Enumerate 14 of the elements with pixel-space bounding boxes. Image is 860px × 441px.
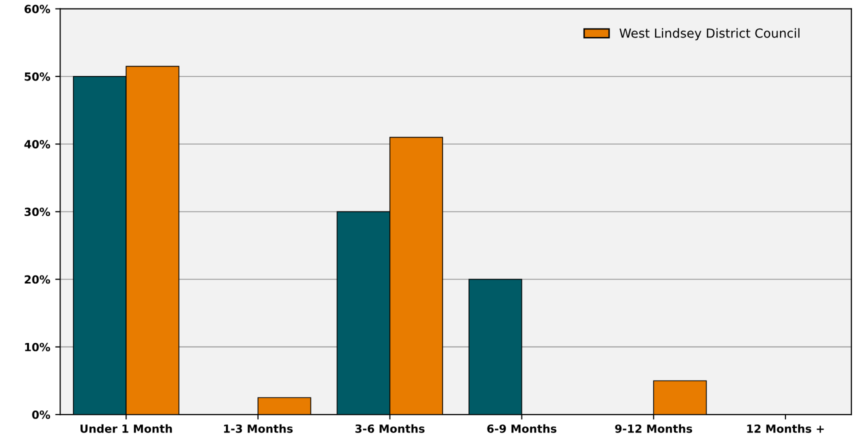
x-tick-label: 6-9 Months [487,424,556,433]
x-tick-label: 1-3 Months [224,424,293,433]
y-tick-label: 50% [24,72,50,81]
legend-label: West Lindsey District Council [620,28,800,40]
y-tick-label: 0% [32,410,50,419]
y-tick-label: 20% [24,275,50,284]
y-tick-label: 40% [24,140,50,148]
x-tick-label: 9-12 Months [615,424,692,433]
y-tick-label: 10% [25,342,50,352]
x-tick-label: 12 Months + [747,424,824,433]
x-tick-label: Under 1 Month [80,424,172,433]
x-tick-label: 3-6 Months [355,424,425,433]
y-tick-label: 60% [24,4,50,14]
y-tick-label: 30% [24,208,50,216]
